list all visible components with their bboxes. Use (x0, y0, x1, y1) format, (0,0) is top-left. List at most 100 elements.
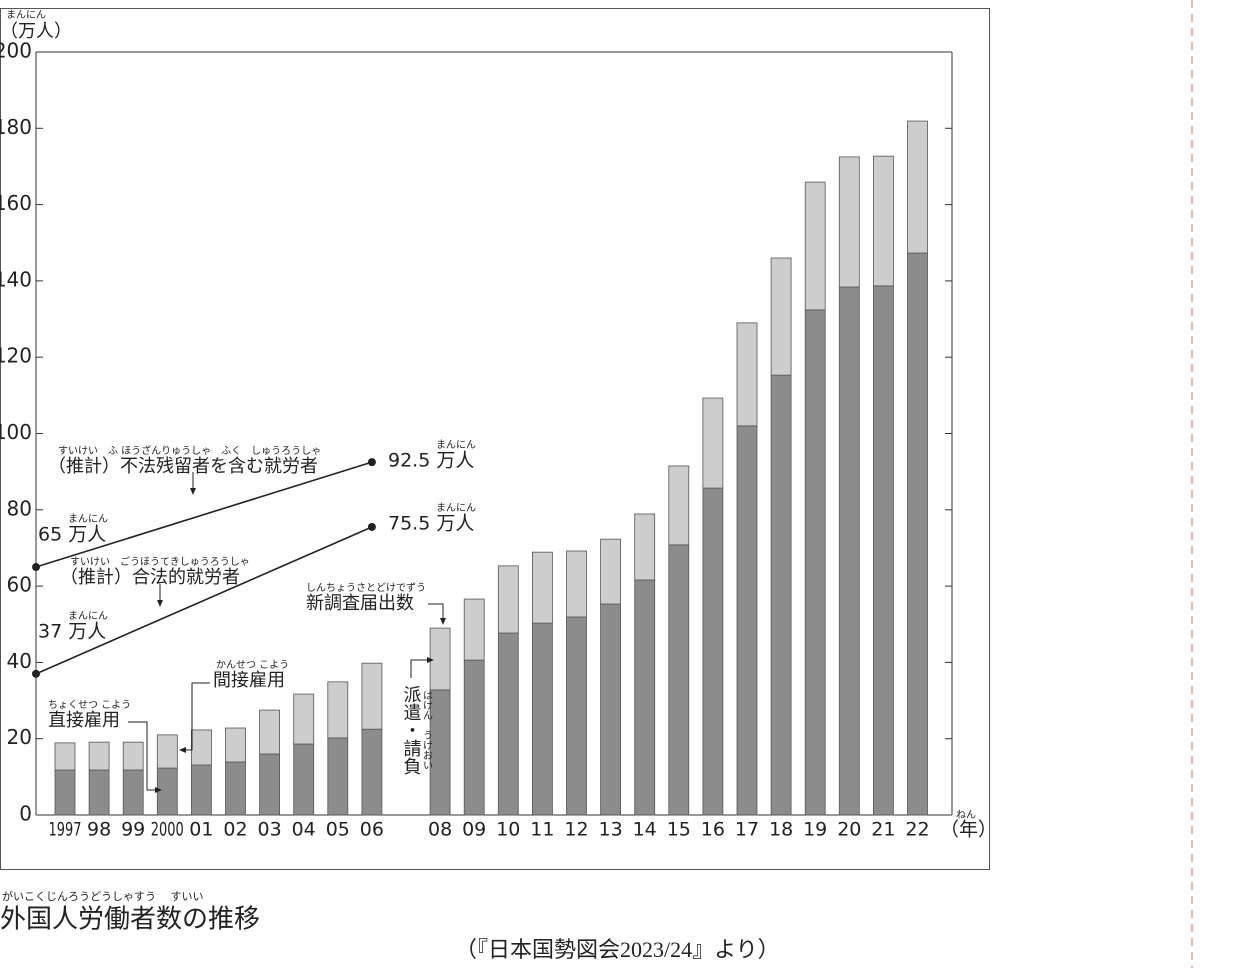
bar-segment (259, 753, 281, 816)
ruby: がいこくじんろうどうしゃすう すいい (2, 889, 204, 903)
bar-segment (532, 622, 553, 816)
bar-segment (770, 257, 792, 376)
bar-segment (122, 741, 144, 771)
bar-segment (88, 741, 110, 771)
bar-segment (293, 743, 315, 816)
x-tick-label: 1997 (49, 819, 82, 841)
leader (185, 682, 210, 751)
x-axis-label: （年） (940, 819, 997, 841)
leader (428, 603, 444, 618)
x-tick-label: 11 (530, 819, 554, 841)
x-tick-label: 05 (326, 819, 350, 841)
x-tick-label: 13 (599, 819, 623, 841)
ruby: しんちょうさとどけでずう (306, 582, 426, 594)
bar-segment (634, 579, 656, 816)
y-tick-label: 100 (0, 420, 32, 444)
estimate-point (32, 669, 40, 678)
bar-segment (190, 764, 212, 816)
y-tick-label: 200 (0, 39, 32, 63)
x-tick-label: 17 (735, 819, 759, 841)
x-tick-label: 16 (701, 819, 725, 841)
x-tick-label: 02 (223, 819, 247, 841)
x-tick-label: 06 (360, 819, 384, 841)
leader (128, 721, 156, 791)
y-tick-label: 0 (19, 802, 32, 826)
value-label: 37 万人 (38, 621, 106, 643)
bar-segment (873, 285, 894, 816)
bar-segment (736, 322, 758, 427)
x-tick-label: 10 (496, 819, 520, 841)
bar-segment (497, 565, 519, 634)
bar-segment (54, 742, 76, 771)
x-tick-label: 18 (769, 819, 793, 841)
ruby: まんにん (6, 9, 46, 21)
bar-segment (463, 598, 485, 661)
ruby: はけん うけおい (421, 690, 433, 770)
ruby: まんにん (436, 502, 476, 514)
ruby: まんにん (68, 513, 108, 525)
arrowhead (440, 618, 446, 625)
bar-segment (736, 425, 758, 816)
chart-frame (0, 8, 990, 870)
arrowhead (155, 787, 162, 793)
bar-segment (463, 659, 485, 816)
bar-segment (429, 627, 451, 691)
bar-segment (838, 156, 860, 288)
bar-segment (907, 252, 928, 816)
x-tick-label: 01 (189, 819, 213, 841)
y-tick-label: 140 (0, 267, 32, 291)
estimate-point (367, 522, 376, 531)
y-axis-label: （万人） (0, 21, 72, 42)
ruby: まんにん (436, 439, 476, 451)
bar-segment (54, 769, 76, 816)
estimate-point (32, 563, 40, 572)
x-tick-label: 12 (564, 819, 588, 841)
value-label: 75.5 万人 (388, 513, 474, 535)
y-tick-label: 180 (0, 115, 32, 139)
estimate-line (35, 461, 373, 568)
y-tick-label: 120 (0, 344, 32, 368)
bar-segment (702, 487, 724, 816)
estimate-label: （推計）不法残留者を含む就労者 (48, 456, 318, 477)
bar-segment (259, 709, 281, 755)
estimate-line (35, 526, 373, 675)
bar-segment (634, 513, 656, 581)
bar-segment (327, 737, 349, 816)
x-tick-label: 03 (258, 819, 282, 841)
bar-segment (327, 681, 349, 739)
x-tick-label: 04 (292, 819, 316, 841)
source: （『日本国勢図会2023/24』より） (455, 937, 780, 962)
bar-segment (600, 538, 621, 605)
bar-segment (156, 734, 178, 769)
x-tick-label: 22 (905, 819, 929, 841)
bar-segment (804, 181, 826, 311)
arrowhead (157, 600, 163, 607)
ruby: ねん (956, 809, 976, 821)
bar-segment (600, 603, 621, 816)
ruby: かんせつ こよう (216, 659, 289, 671)
annotation: 派遣・請負 (401, 685, 422, 775)
x-tick-label: 98 (87, 819, 111, 841)
bar-segment (190, 729, 212, 766)
bar-segment (361, 662, 383, 730)
series-label: 間接雇用 (213, 670, 285, 691)
estimate-label: （推計）合法的就労者 (60, 567, 240, 588)
ruby: すいけい ごうほうてきしゅうろうしゃ (70, 555, 250, 568)
leader (410, 659, 428, 678)
y-tick-label: 20 (7, 725, 32, 749)
x-tick-label: 21 (871, 819, 895, 841)
x-tick-label: 15 (667, 819, 691, 841)
bar-segment (225, 727, 246, 763)
bar-segment (497, 632, 519, 816)
bar-segment (361, 728, 383, 816)
ruby: ちょくせつ こよう (48, 699, 131, 711)
bar-segment (566, 616, 587, 816)
bar-segment (429, 689, 451, 816)
chart-title: 外国人労働者数の推移 (0, 905, 260, 935)
series-label: 直接雇用 (48, 710, 120, 731)
bar-segment (907, 120, 928, 254)
bar-segment (873, 155, 894, 287)
bar-segment (838, 286, 860, 816)
bar-segment (770, 374, 792, 816)
